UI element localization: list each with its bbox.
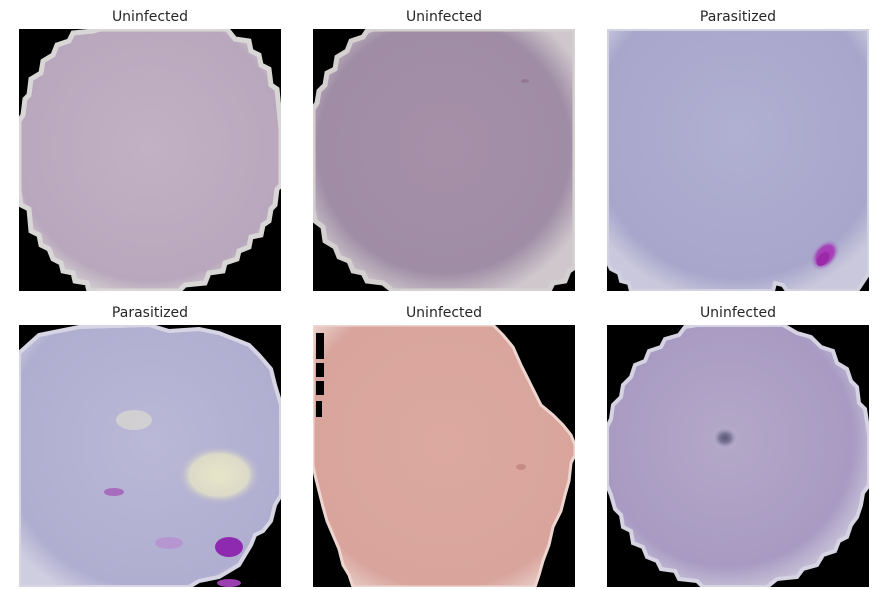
cell-image bbox=[607, 29, 869, 291]
panel-title: Uninfected bbox=[699, 305, 777, 321]
panel-title: Uninfected bbox=[111, 9, 189, 25]
panel-title: Parasitized bbox=[111, 305, 189, 321]
panel-title: Parasitized bbox=[699, 9, 777, 25]
cell-image bbox=[19, 325, 281, 587]
cell-image bbox=[607, 325, 869, 587]
cell-image bbox=[19, 29, 281, 291]
cell-image bbox=[313, 29, 575, 291]
panel-title: Uninfected bbox=[405, 9, 483, 25]
panel-title: Uninfected bbox=[405, 305, 483, 321]
cell-image bbox=[313, 325, 575, 587]
